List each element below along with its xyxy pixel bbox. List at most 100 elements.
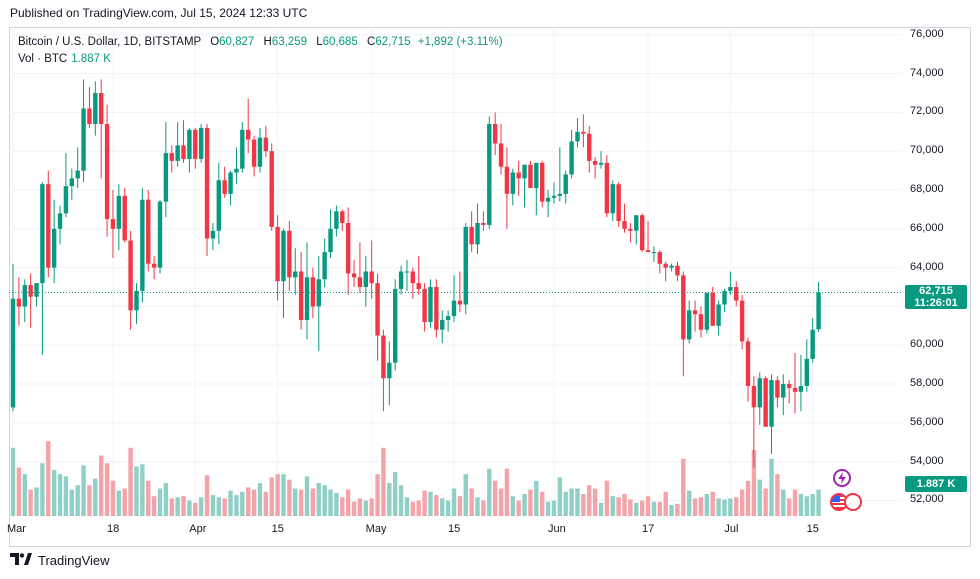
volume-bar [246, 487, 251, 516]
volume-bar [728, 498, 733, 516]
candle-body [704, 292, 710, 330]
candle-body [763, 378, 768, 427]
candle-body [40, 184, 45, 284]
candle-body [675, 265, 680, 276]
volume-bar [81, 465, 86, 516]
candle-body [157, 201, 163, 268]
candle-body [528, 164, 533, 189]
change-value: +1,892 (+3.11%) [417, 36, 503, 48]
candles [10, 79, 821, 468]
volume-bar [687, 490, 692, 516]
candle-body [722, 290, 727, 305]
symbol-label: Bitcoin / U.S. Dollar, 1D, BITSTAMP [18, 36, 201, 48]
candle-body [645, 250, 651, 253]
candle-body [269, 151, 274, 227]
candle-body [498, 143, 504, 167]
volume-bar [57, 474, 63, 516]
volume-bar [22, 474, 27, 516]
candle-body [287, 230, 292, 278]
candle-body [734, 287, 739, 301]
candle-body [322, 252, 327, 280]
candle-body [69, 178, 74, 187]
candle-body [428, 287, 433, 322]
volume-bar [775, 474, 780, 516]
volume-bar [28, 489, 33, 516]
candle-body [51, 228, 57, 268]
volume-bar [722, 499, 727, 516]
chart-frame[interactable] [9, 27, 971, 547]
volume-bar [540, 491, 545, 516]
candle-body [816, 292, 821, 330]
us-flag-icon[interactable] [844, 493, 862, 511]
volume-bar [575, 488, 580, 516]
x-tick-label: Jul [724, 523, 739, 535]
high-key: H [263, 36, 272, 48]
close-value: 62,715 [375, 36, 411, 48]
candle-body [463, 226, 468, 305]
volume-bar [498, 488, 504, 516]
candle-body [440, 320, 445, 330]
lightning-icon[interactable] [833, 469, 851, 487]
volume-bar [734, 497, 739, 516]
volume-bar [792, 489, 798, 516]
volume-bar [281, 474, 286, 516]
ohlc-legend: Bitcoin / U.S. Dollar, 1D, BITSTAMP O60,… [18, 36, 503, 48]
volume-bar [175, 497, 180, 516]
volume-bar [122, 488, 127, 516]
candle-body [140, 199, 145, 291]
candle-body [534, 162, 539, 189]
candle-body [198, 127, 204, 159]
volume-bar [187, 500, 192, 516]
candle-body [710, 292, 715, 326]
candle-body [375, 283, 380, 336]
candle-body [575, 131, 580, 142]
candle-body [516, 172, 521, 179]
candle-body [275, 226, 280, 282]
volume-bar [516, 500, 521, 516]
volume-bar [445, 500, 451, 516]
volume-bar [598, 502, 604, 516]
volume-bar [110, 480, 116, 516]
x-tick-label: 15 [271, 523, 284, 535]
candle-body [522, 164, 527, 179]
candle-body [310, 277, 316, 307]
candle-body [246, 129, 251, 140]
candle-body [304, 277, 310, 321]
candle-body [345, 222, 351, 274]
y-tick-label: 66,000 [910, 221, 944, 234]
volume-bar [798, 494, 804, 516]
volume-bar [628, 499, 633, 516]
volume-bar [216, 497, 221, 516]
brand-name: TradingView [38, 553, 110, 568]
y-tick-label: 52,000 [910, 493, 944, 506]
candle-body [610, 184, 615, 214]
candle-body [240, 129, 245, 169]
volume-bar [440, 498, 445, 516]
candle-body [545, 197, 551, 202]
candle-body [487, 124, 492, 225]
candle-body [398, 271, 404, 289]
volume-bar [328, 489, 333, 516]
y-tick-label: 74,000 [910, 66, 944, 79]
volume-bar [786, 498, 792, 516]
volume-bar [234, 495, 239, 516]
volume-bar [781, 489, 786, 516]
volume-bar [545, 501, 551, 516]
volume-bars [10, 441, 821, 516]
candle-body [728, 287, 733, 291]
volume-bar [387, 483, 392, 516]
volume-bar [298, 489, 304, 516]
volume-bar [204, 475, 210, 516]
candle-body [216, 180, 221, 231]
candle-body [581, 131, 586, 134]
volume-bar [492, 480, 498, 516]
x-tick-label: Jun [547, 523, 566, 535]
candle-body [257, 137, 263, 167]
candle-body [204, 127, 210, 239]
volume-bar [375, 474, 380, 516]
volume-bar [663, 491, 668, 516]
volume-label: Vol · BTC [18, 53, 68, 65]
volume-bar [369, 498, 374, 516]
candle-body [181, 145, 186, 159]
